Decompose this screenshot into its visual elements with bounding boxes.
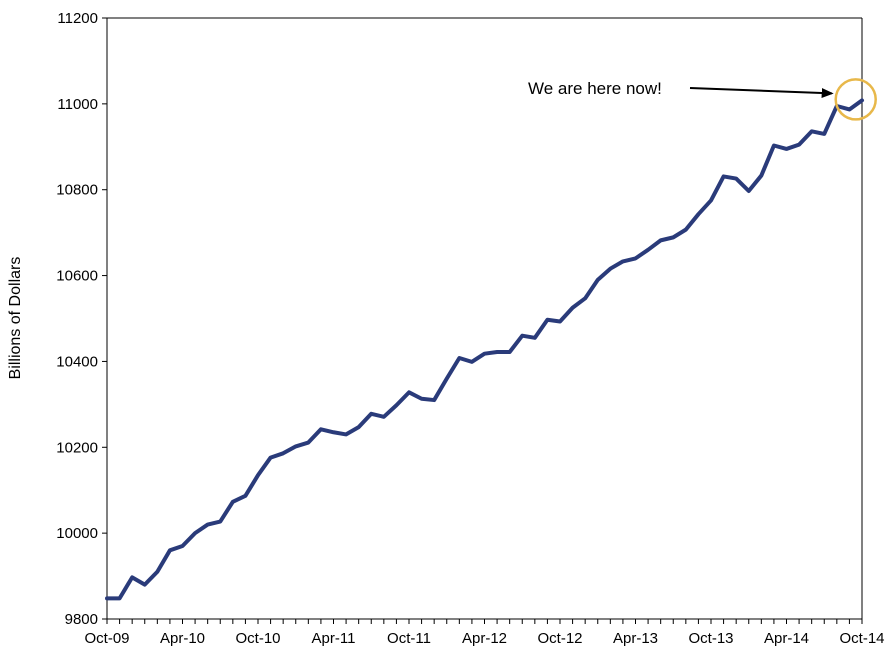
- y-axis-ticks: 9800 10000 10200 10400 10600 10800 11000 11200: [56, 10, 107, 628]
- y-tick-label: 11200: [57, 10, 98, 27]
- data-point: [156, 570, 159, 573]
- data-point: [747, 190, 750, 193]
- x-tick-label: Apr-14: [764, 630, 809, 647]
- data-point: [143, 583, 146, 586]
- data-point: [219, 520, 222, 523]
- data-point: [722, 175, 725, 178]
- data-point: [294, 445, 297, 448]
- data-point: [785, 147, 788, 150]
- data-point: [131, 576, 134, 579]
- data-point: [848, 108, 851, 111]
- x-axis-ticks: Oct-09 Apr-10 Oct-10 Apr-11 Oct-11 Apr-12 Oct-…: [84, 619, 885, 647]
- data-point: [370, 412, 373, 415]
- data-point: [483, 352, 486, 355]
- data-point: [546, 318, 549, 321]
- data-point: [621, 260, 624, 263]
- series-points: [106, 99, 863, 600]
- data-point: [395, 404, 398, 407]
- data-point: [181, 545, 184, 548]
- data-point: [257, 474, 259, 477]
- x-tick-label: Apr-10: [160, 630, 205, 647]
- y-tick-label: 9800: [65, 611, 98, 628]
- data-point: [282, 452, 285, 455]
- data-point: [634, 257, 637, 260]
- data-point: [571, 306, 574, 309]
- data-point: [231, 500, 234, 503]
- series-line: [105, 98, 864, 601]
- annotation-label: We are here now!: [528, 79, 662, 98]
- data-point: [319, 428, 322, 431]
- y-tick-label: 10200: [56, 439, 98, 456]
- data-point: [445, 377, 448, 380]
- x-tick-label: Oct-11: [387, 630, 431, 647]
- y-tick-label: 10600: [56, 268, 98, 285]
- x-tick-label: Apr-11: [312, 630, 356, 647]
- annotation-arrow: [689, 87, 834, 99]
- data-point: [382, 415, 385, 418]
- data-point: [584, 297, 587, 300]
- data-point: [735, 177, 738, 180]
- data-point: [269, 456, 272, 459]
- data-point: [559, 320, 561, 323]
- data-point: [609, 267, 612, 270]
- data-point: [659, 239, 662, 242]
- y-tick-label: 11000: [57, 96, 98, 113]
- data-point: [521, 334, 524, 337]
- data-point: [357, 426, 360, 429]
- data-point: [810, 130, 813, 133]
- data-point: [307, 441, 310, 444]
- x-tick-label: Oct-13: [688, 630, 733, 647]
- y-tick-label: 10000: [56, 525, 98, 542]
- data-point: [194, 532, 197, 535]
- y-tick-label: 10400: [56, 353, 98, 370]
- x-tick-label: Apr-13: [613, 630, 658, 647]
- data-point: [760, 174, 763, 177]
- data-point: [684, 228, 687, 231]
- data-point: [823, 132, 826, 135]
- data-point: [647, 248, 650, 251]
- highlight-circle: [834, 78, 877, 121]
- data-point: [332, 431, 335, 434]
- data-point: [470, 360, 473, 363]
- x-tick-label: Oct-12: [537, 630, 582, 647]
- data-point: [345, 433, 348, 436]
- data-point: [496, 350, 499, 353]
- data-point: [798, 143, 801, 146]
- x-tick-label: Apr-12: [462, 630, 507, 647]
- x-tick-label: Oct-14: [839, 630, 884, 647]
- y-axis-title: Billions of Dollars: [7, 257, 24, 380]
- data-point: [458, 356, 461, 359]
- data-point: [697, 213, 700, 216]
- data-point: [508, 350, 511, 353]
- data-point: [408, 391, 410, 394]
- data-point: [596, 278, 599, 281]
- data-point: [533, 336, 536, 339]
- data-point: [168, 549, 171, 552]
- data-point: [772, 144, 775, 147]
- data-point: [710, 199, 712, 202]
- data-point: [206, 523, 209, 526]
- x-tick-label: Oct-09: [84, 630, 129, 647]
- data-point: [420, 397, 423, 400]
- x-tick-label: Oct-10: [235, 630, 280, 647]
- data-point: [244, 494, 247, 497]
- data-point: [672, 236, 675, 239]
- data-point: [106, 597, 108, 600]
- data-point: [118, 597, 121, 600]
- data-point: [861, 99, 863, 102]
- y-tick-label: 10800: [56, 182, 98, 199]
- data-point: [433, 399, 436, 402]
